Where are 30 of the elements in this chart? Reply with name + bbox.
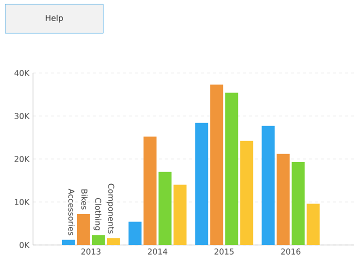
x-tick-label: 2013: [81, 248, 100, 255]
bar: [225, 92, 238, 245]
text: Bikes: [81, 189, 88, 210]
bar: [62, 240, 75, 245]
y-tick-label: 0K: [20, 242, 30, 248]
bar: [292, 162, 305, 245]
text: Components: [106, 184, 114, 234]
text: Help: [46, 14, 63, 23]
bar: [144, 136, 157, 245]
y-tick-label: 40K: [14, 70, 30, 76]
bar: [174, 184, 187, 245]
bar: [128, 222, 142, 245]
bar: [158, 172, 172, 245]
bar: [262, 126, 275, 245]
bar: [106, 238, 120, 245]
bar: [240, 140, 254, 245]
text: Accessories: [68, 188, 75, 236]
bar: [195, 122, 208, 245]
bar: [276, 154, 290, 245]
x-tick-label: 2015: [214, 248, 234, 255]
bar: [210, 84, 224, 245]
bar: [92, 235, 105, 245]
y-tick-label: 30K: [14, 112, 30, 120]
text: Clothing: [94, 198, 102, 230]
x-tick-label: 2014: [148, 248, 168, 255]
bar: [76, 214, 90, 245]
y-tick-label: 20K: [14, 156, 30, 162]
x-tick-label: 2016: [281, 248, 300, 255]
bar: [306, 204, 320, 245]
y-tick-label: 10K: [14, 198, 30, 206]
